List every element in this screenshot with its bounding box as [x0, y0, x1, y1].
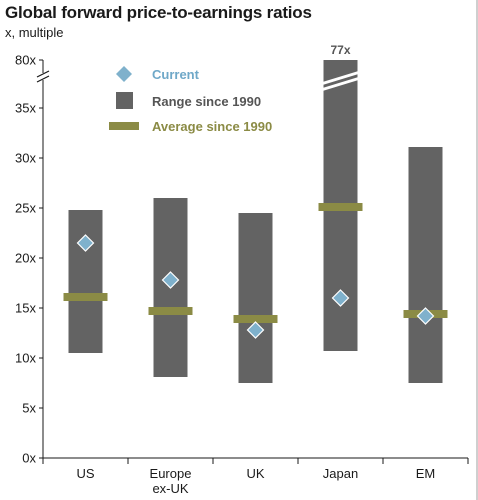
average-marker: [148, 307, 193, 315]
y-tick-label: 35x: [15, 101, 36, 116]
y-tick-label: 0x: [22, 451, 36, 466]
y-tick-label: 15x: [15, 301, 36, 316]
current-marker: [416, 307, 435, 325]
x-category-label: UK: [246, 466, 264, 481]
annotation-label: 77x: [330, 43, 350, 57]
chart-subtitle: x, multiple: [5, 25, 64, 40]
current-marker: [76, 234, 95, 252]
y-tick-label: 80x: [15, 53, 36, 68]
y-tick-label: 20x: [15, 251, 36, 266]
x-category-label: Japan: [323, 466, 358, 481]
x-category-label: US: [76, 466, 94, 481]
y-tick-label: 5x: [22, 401, 36, 416]
frame-border: [476, 0, 478, 500]
y-tick-label: 30x: [15, 151, 36, 166]
x-category-label: Europe: [150, 466, 192, 481]
bar-break-gap: [322, 71, 359, 85]
current-marker: [161, 271, 180, 289]
current-marker: [246, 321, 265, 339]
range-bar: [68, 210, 103, 353]
legend-average-swatch: [109, 122, 139, 130]
axis-break-mark: [36, 75, 50, 83]
x-category-label: ex-UK: [152, 481, 188, 496]
axis-break-mark: [36, 70, 50, 78]
bar-break-gap: [322, 77, 359, 91]
average-marker: [318, 203, 363, 211]
range-bar: [408, 147, 443, 383]
legend-range-swatch: [116, 92, 133, 109]
y-tick-label: 25x: [15, 201, 36, 216]
average-marker: [63, 293, 108, 301]
y-tick-label: 10x: [15, 351, 36, 366]
legend-current-label: Current: [152, 67, 200, 82]
legend-current-swatch: [116, 66, 132, 82]
current-marker: [331, 289, 350, 307]
average-marker: [233, 315, 278, 323]
chart-title: Global forward price-to-earnings ratios: [5, 3, 312, 22]
range-bar: [238, 213, 273, 383]
legend-average-label: Average since 1990: [152, 119, 272, 134]
x-category-label: EM: [416, 466, 436, 481]
legend-range-label: Range since 1990: [152, 94, 261, 109]
